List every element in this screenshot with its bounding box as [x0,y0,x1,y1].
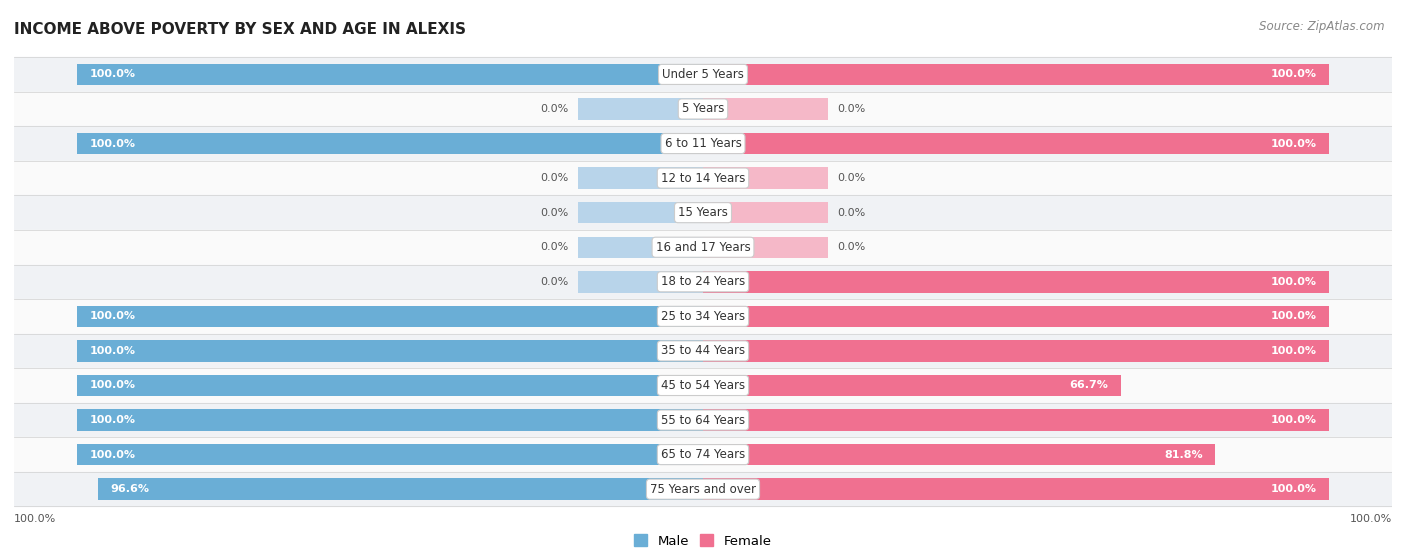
Bar [14,161,1392,195]
Text: Source: ZipAtlas.com: Source: ZipAtlas.com [1260,20,1385,32]
Text: 0.0%: 0.0% [838,104,866,114]
Bar [703,64,1329,85]
Bar [77,306,703,327]
Bar [14,334,1392,368]
Bar [77,375,703,396]
Bar [98,478,703,500]
Bar [703,271,1329,292]
Text: Under 5 Years: Under 5 Years [662,68,744,81]
Bar [703,167,828,189]
Text: 5 Years: 5 Years [682,103,724,116]
Bar [77,410,703,431]
Text: 55 to 64 Years: 55 to 64 Years [661,413,745,426]
Text: 100.0%: 100.0% [1271,346,1317,356]
Text: 16 and 17 Years: 16 and 17 Years [655,240,751,254]
Bar [14,368,1392,403]
Text: 100.0%: 100.0% [1350,514,1392,524]
Text: 100.0%: 100.0% [89,311,135,321]
Text: 100.0%: 100.0% [14,514,56,524]
Text: 100.0%: 100.0% [89,415,135,425]
Bar [703,306,1329,327]
Text: 6 to 11 Years: 6 to 11 Years [665,137,741,150]
Bar [703,375,1121,396]
Bar [14,299,1392,334]
Bar [14,264,1392,299]
Text: 100.0%: 100.0% [1271,484,1317,494]
Bar [14,126,1392,161]
Bar [14,472,1392,507]
Text: 0.0%: 0.0% [838,242,866,252]
Bar [14,92,1392,126]
Bar [578,237,703,258]
Text: 0.0%: 0.0% [540,173,568,183]
Text: 100.0%: 100.0% [1271,415,1317,425]
Bar [578,98,703,119]
Bar [703,202,828,223]
Text: 45 to 54 Years: 45 to 54 Years [661,379,745,392]
Bar [578,202,703,223]
Bar [703,340,1329,362]
Bar [77,133,703,154]
Text: INCOME ABOVE POVERTY BY SEX AND AGE IN ALEXIS: INCOME ABOVE POVERTY BY SEX AND AGE IN A… [14,22,465,37]
Bar [703,478,1329,500]
Bar [703,237,828,258]
Bar [578,167,703,189]
Text: 100.0%: 100.0% [89,381,135,391]
Text: 35 to 44 Years: 35 to 44 Years [661,344,745,358]
Bar [703,133,1329,154]
Text: 65 to 74 Years: 65 to 74 Years [661,448,745,461]
Text: 0.0%: 0.0% [540,277,568,287]
Text: 0.0%: 0.0% [540,242,568,252]
Text: 0.0%: 0.0% [540,208,568,218]
Text: 100.0%: 100.0% [89,450,135,460]
Bar [14,403,1392,437]
Text: 81.8%: 81.8% [1164,450,1202,460]
Bar [14,57,1392,92]
Text: 96.6%: 96.6% [111,484,149,494]
Text: 100.0%: 100.0% [89,346,135,356]
Bar [77,340,703,362]
Bar [14,195,1392,230]
Text: 0.0%: 0.0% [838,173,866,183]
Bar [578,271,703,292]
Text: 100.0%: 100.0% [1271,277,1317,287]
Bar [703,444,1215,465]
Text: 100.0%: 100.0% [89,69,135,79]
Bar [77,64,703,85]
Bar [77,444,703,465]
Text: 75 Years and over: 75 Years and over [650,483,756,496]
Text: 66.7%: 66.7% [1070,381,1108,391]
Bar [14,230,1392,264]
Bar [703,98,828,119]
Text: 12 to 14 Years: 12 to 14 Years [661,172,745,185]
Text: 0.0%: 0.0% [838,208,866,218]
Bar [703,410,1329,431]
Text: 0.0%: 0.0% [540,104,568,114]
Text: 100.0%: 100.0% [1271,138,1317,148]
Text: 100.0%: 100.0% [1271,311,1317,321]
Text: 18 to 24 Years: 18 to 24 Years [661,275,745,288]
Text: 100.0%: 100.0% [1271,69,1317,79]
Bar [14,437,1392,472]
Text: 25 to 34 Years: 25 to 34 Years [661,310,745,323]
Text: 15 Years: 15 Years [678,206,728,219]
Text: 100.0%: 100.0% [89,138,135,148]
Legend: Male, Female: Male, Female [628,529,778,553]
